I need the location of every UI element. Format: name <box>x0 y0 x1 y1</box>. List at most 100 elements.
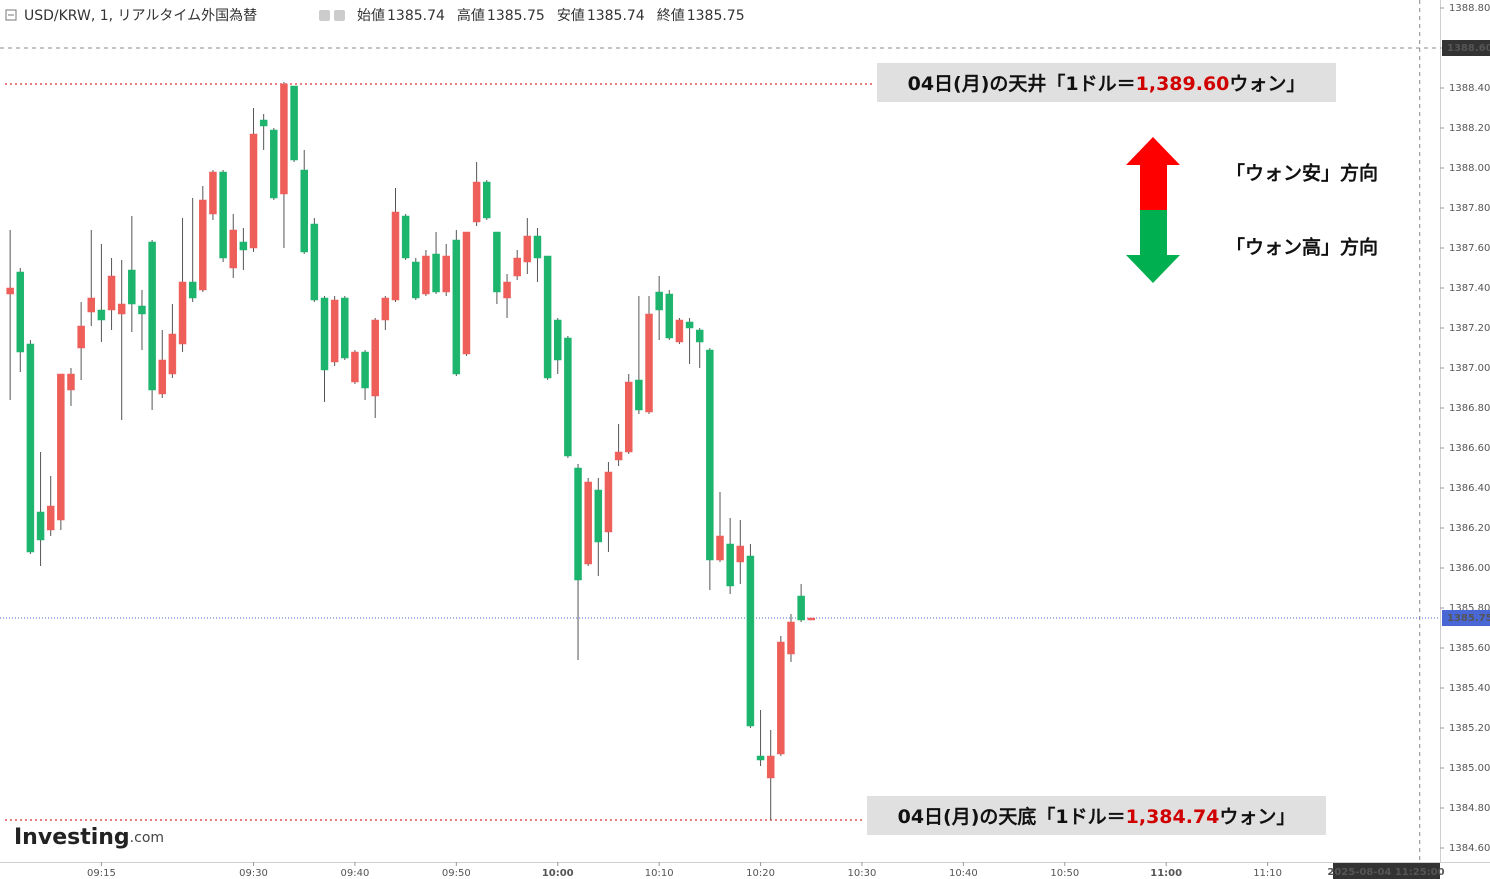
candle-body <box>777 641 785 755</box>
candle-body <box>452 239 461 375</box>
y-tick-label: 1385.00 <box>1449 763 1490 774</box>
candle-body <box>432 253 440 293</box>
y-tick-label: 1384.80 <box>1449 803 1490 814</box>
annotation-box <box>877 63 1336 102</box>
candle-body <box>483 181 491 219</box>
x-tick-label: 10:30 <box>848 868 877 879</box>
logo: Investing.com <box>14 825 164 850</box>
candle-body <box>341 297 349 359</box>
candle-body <box>259 119 268 127</box>
candle-body <box>614 451 623 461</box>
annotation-value: 1,384.74 <box>1126 806 1220 828</box>
ohlc-label: 安値 <box>557 8 585 24</box>
logo-suffix: .com <box>130 830 164 846</box>
candle-body <box>624 381 633 453</box>
candle-body <box>67 373 75 391</box>
candle-body <box>138 305 146 315</box>
y-tick-label: 1386.00 <box>1449 563 1490 574</box>
y-tick-label: 1386.20 <box>1449 523 1490 534</box>
y-tick-label: 1385.80 <box>1449 603 1490 614</box>
y-tick-label: 1385.40 <box>1449 683 1490 694</box>
current-price-label: 1385.75 <box>1447 613 1490 624</box>
annotation-prefix: 04日(月)の天底「1ドル＝ <box>898 805 1126 828</box>
candle-body <box>290 85 298 161</box>
visibility-icon[interactable] <box>319 10 330 21</box>
x-tick-label: 11:00 <box>1150 868 1182 879</box>
candle-body <box>310 223 319 301</box>
candle-body <box>553 319 562 361</box>
header: USD/KRW, 1, リアルタイム外国為替 始値 1385.74 高値 1385.7… <box>5 7 745 24</box>
candle-body <box>36 511 45 541</box>
crosshair-y-box <box>1442 40 1490 56</box>
candle-body <box>787 621 795 655</box>
settings-icon[interactable] <box>334 10 345 21</box>
collapse-icon[interactable] <box>5 9 17 21</box>
candle-body <box>797 595 805 621</box>
candle-body <box>513 257 521 277</box>
candle-body <box>280 83 288 195</box>
candle-body <box>117 303 126 315</box>
candle-body <box>219 171 227 259</box>
y-tick-label: 1385.60 <box>1449 643 1490 654</box>
y-tick-label: 1386.80 <box>1449 403 1490 414</box>
candle-body <box>574 467 582 581</box>
candle-body <box>46 505 55 531</box>
candle-body <box>229 229 237 269</box>
candle-body <box>493 231 501 293</box>
y-tick-label: 1387.80 <box>1449 203 1490 214</box>
candle-body <box>381 297 390 321</box>
candle-body <box>635 379 643 411</box>
candle-body <box>766 755 775 779</box>
y-tick-label: 1388.00 <box>1449 163 1490 174</box>
candle-body <box>330 299 339 363</box>
candle-body <box>371 319 379 397</box>
y-tick-label: 1387.00 <box>1449 363 1490 374</box>
candle-body <box>199 199 207 291</box>
candle-body <box>77 325 85 349</box>
ohlc-value: 1385.75 <box>687 8 745 24</box>
y-tick-label: 1386.60 <box>1449 443 1490 454</box>
candle-body <box>87 297 96 313</box>
ohlc-label: 高値 <box>457 7 485 24</box>
crosshair-y-label: 1388.60 <box>1447 43 1490 54</box>
candle-body <box>746 555 755 727</box>
ohlc-value: 1385.74 <box>387 8 445 24</box>
candle-body <box>391 211 400 301</box>
candle-body <box>107 275 116 311</box>
logo-brand: Investing <box>14 825 130 850</box>
candle-body <box>97 309 106 321</box>
candle-body <box>665 293 674 339</box>
x-tick-label: 10:10 <box>645 868 674 879</box>
x-tick-label: 10:50 <box>1050 868 1079 879</box>
annotation-suffix: ウォン」 <box>1229 73 1305 95</box>
candle-body <box>462 231 471 355</box>
crosshair-x-label: 2025-08-04 11:25:00 <box>1327 867 1444 878</box>
x-tick-label: 10:20 <box>746 868 775 879</box>
direction-label: 「ウォン高」方向 <box>1226 236 1378 259</box>
direction-arrow <box>1126 137 1180 283</box>
arrow-down-shaft <box>1140 210 1167 255</box>
y-tick-label: 1388.80 <box>1449 3 1490 14</box>
y-tick-label: 1387.40 <box>1449 283 1490 294</box>
candle-body <box>57 373 65 521</box>
annotation-prefix: 04日(月)の天井「1ドル＝ <box>908 72 1136 95</box>
candle-body <box>26 343 35 553</box>
candle-body <box>442 255 450 293</box>
annotation: 04日(月)の天井「1ドル＝1,389.60ウォン」 <box>908 72 1306 95</box>
arrow-up-shaft <box>1140 165 1167 210</box>
y-tick-label: 1387.60 <box>1449 243 1490 254</box>
candle-body <box>695 329 704 343</box>
candle-body <box>422 255 430 295</box>
candle-body <box>736 545 745 563</box>
ohlc-value: 1385.75 <box>487 8 545 24</box>
ohlc-label: 始値 <box>357 8 385 24</box>
crosshair-x-box <box>1333 863 1440 879</box>
candle-body <box>148 241 156 391</box>
current-price-box <box>1442 610 1490 626</box>
x-tick-label: 10:00 <box>542 868 574 879</box>
x-tick-label: 11:10 <box>1253 868 1282 879</box>
candle-body <box>351 351 359 383</box>
arrow-down-head <box>1126 255 1180 283</box>
